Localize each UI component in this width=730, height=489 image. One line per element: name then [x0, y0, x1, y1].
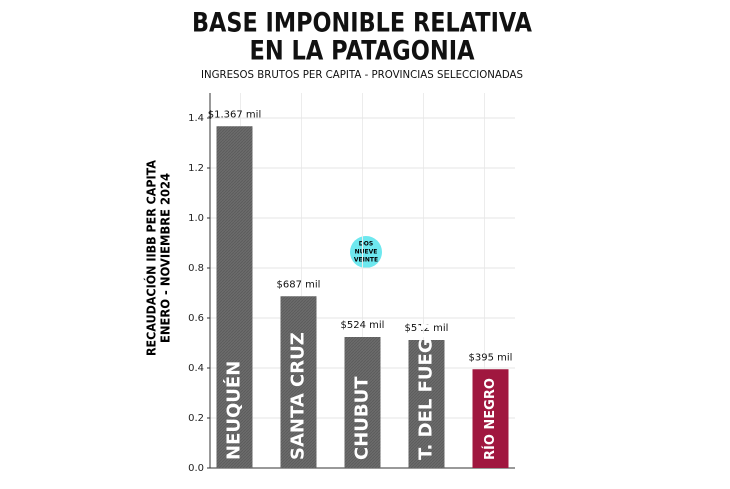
category-label: CHUBUT — [352, 376, 373, 460]
y-tick-label: 0.4 — [188, 363, 204, 374]
value-label: $395 mil — [469, 352, 513, 363]
category-label: RÍO NEGRO — [482, 378, 498, 460]
category-label: SANTA CRUZ — [288, 332, 309, 460]
chart-subtitle: INGRESOS BRUTOS PER CAPITA - PROVINCIAS … — [201, 68, 523, 81]
logo-text: NUEVE — [355, 249, 378, 256]
category-label: NEUQUÉN — [223, 361, 245, 460]
value-label: $524 mil — [341, 320, 385, 331]
chart-title: EN LA PATAGONIA — [250, 36, 475, 67]
value-label: $512 mil — [405, 323, 449, 334]
y-axis-label: RECAUDACIÓN IIBB PER CAPITA — [144, 159, 159, 356]
category-label-group: RÍO NEGRO — [482, 378, 498, 460]
y-axis-label: ENERO - NOVIEMBRE 2024 — [159, 173, 173, 343]
logo: DOS NUEVE VEINTE — [350, 236, 382, 268]
y-tick-label: 0.2 — [188, 413, 204, 424]
y-tick-label: 0.6 — [188, 313, 204, 324]
bar — [280, 296, 317, 468]
bar — [472, 369, 509, 468]
category-label-group: T. DEL FUEGO — [416, 323, 437, 460]
logo-text: DOS — [359, 241, 373, 248]
value-label: $1.367 mil — [208, 109, 261, 120]
chart-title: BASE IMPONIBLE RELATIVA — [192, 8, 532, 39]
category-label-group: SANTA CRUZ — [288, 332, 309, 460]
category-label-group: NEUQUÉN — [223, 361, 245, 460]
bar — [344, 337, 381, 468]
value-label: $687 mil — [277, 279, 321, 290]
category-label-group: CHUBUT — [352, 376, 373, 460]
y-tick-label: 0.8 — [188, 263, 204, 274]
bar — [216, 126, 253, 468]
y-tick-label: 1.2 — [188, 163, 204, 174]
logo-circle — [350, 236, 382, 268]
category-label: T. DEL FUEGO — [416, 323, 437, 460]
logo-text: VEINTE — [354, 257, 378, 264]
y-tick-label: 0.0 — [188, 463, 204, 474]
y-tick-label: 1.0 — [188, 213, 204, 224]
y-tick-label: 1.4 — [188, 113, 204, 124]
bar — [408, 340, 445, 468]
